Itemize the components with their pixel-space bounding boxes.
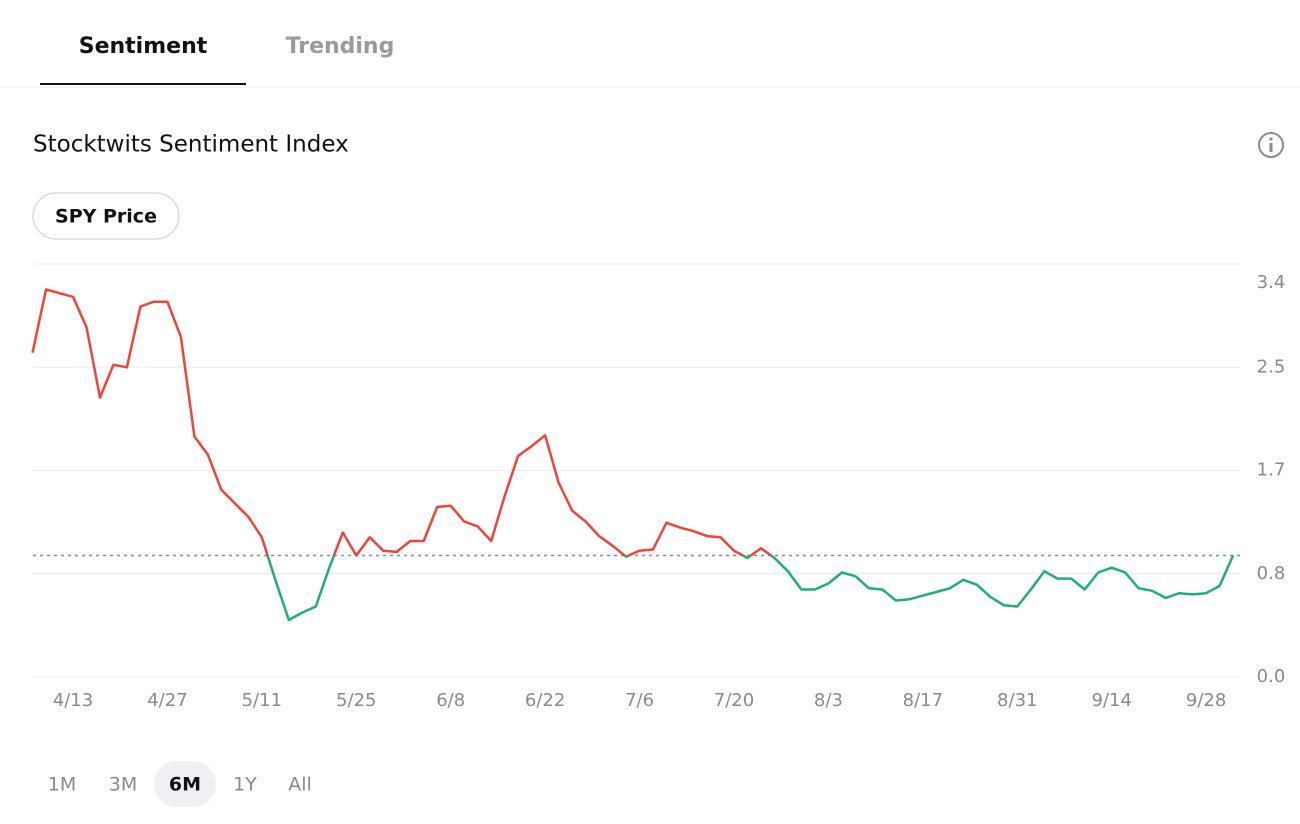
range-selector: 1M 3M 6M 1Y All [48, 761, 312, 807]
chart: 0.0 0.8 1.7 2.5 3.4 4/13 4/27 5/11 5/25 6/8 6/22 7/… [31, 263, 1286, 711]
y-tick-label: 3.4 [1257, 272, 1286, 293]
info-bar [1269, 143, 1273, 152]
toggle-button[interactable] [32, 192, 180, 240]
x-tick-label: 9/28 [1186, 690, 1226, 711]
y-tick-label: 0.0 [1257, 666, 1286, 687]
x-tick-label: 8/31 [997, 690, 1037, 711]
sentiment-line-below [266, 555, 1235, 622]
x-tick-label: 7/6 [625, 690, 654, 711]
x-tick-label: 4/13 [53, 690, 93, 711]
info-dot [1269, 137, 1273, 141]
x-tick-label: 8/3 [814, 690, 843, 711]
x-tick-label: 6/8 [436, 690, 465, 711]
x-tick-label: 9/14 [1091, 690, 1131, 711]
y-tick-label: 1.7 [1257, 460, 1286, 481]
tab[interactable]: Trending [286, 34, 395, 59]
range-option[interactable]: 6M [169, 774, 201, 796]
range-option[interactable]: 1Y [233, 774, 257, 796]
toggle-label: SPY Price [55, 206, 157, 228]
x-tick-label: 4/27 [147, 690, 187, 711]
tab[interactable]: Sentiment [79, 34, 208, 59]
x-tick-label: 8/17 [903, 690, 943, 711]
x-tick-label: 5/11 [242, 690, 282, 711]
x-tick-label: 7/20 [714, 690, 754, 711]
active-tab-indicator [40, 83, 246, 85]
sentiment-line-above [31, 288, 1234, 556]
chart-title: Stocktwits Sentiment Index [33, 132, 349, 158]
y-tick-label: 0.8 [1257, 563, 1286, 584]
range-active-bg [154, 761, 216, 807]
range-option[interactable]: 1M [48, 774, 76, 796]
x-tick-label: 6/22 [525, 690, 565, 711]
range-option[interactable]: All [288, 774, 312, 796]
x-tick-label: 5/25 [336, 690, 376, 711]
info-circle [1258, 132, 1284, 158]
info-icon[interactable] [1258, 132, 1284, 158]
y-tick-label: 2.5 [1257, 356, 1286, 377]
range-option[interactable]: 3M [109, 774, 137, 796]
